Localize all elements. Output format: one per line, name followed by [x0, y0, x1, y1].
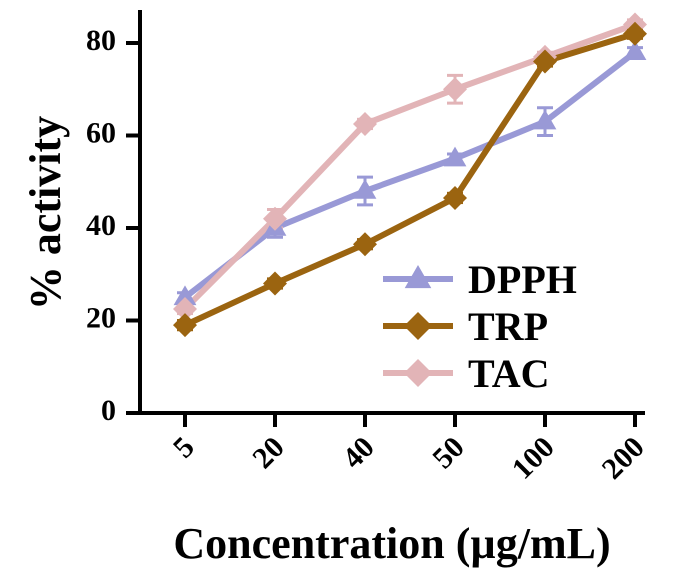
series-line-trp — [183, 30, 636, 328]
point-trp-20 — [263, 271, 287, 296]
series-line-dpph — [183, 49, 637, 300]
legend-label-trp: TRP — [468, 304, 548, 349]
x-ticks: 5 20 40 50 100 200 — [167, 413, 651, 486]
point-tac-20 — [263, 206, 287, 231]
y-ticks: 0 20 40 60 80 — [86, 24, 140, 427]
legend-marker-tac — [404, 359, 432, 387]
x-tick-label-200: 200 — [596, 430, 651, 485]
axes — [138, 10, 645, 415]
point-trp-5 — [173, 313, 197, 338]
point-tac-50 — [443, 77, 467, 102]
x-tick-label-100: 100 — [506, 430, 561, 485]
x-tick-label-20: 20 — [246, 430, 291, 475]
point-dpph-40 — [353, 179, 377, 199]
point-dpph-100 — [533, 109, 557, 130]
y-tick-label-20: 20 — [86, 301, 116, 334]
x-tick-label-50: 50 — [426, 430, 471, 475]
point-dpph-50 — [443, 146, 467, 167]
point-trp-40 — [353, 232, 377, 257]
y-axis-title: % activity — [21, 116, 70, 310]
x-axis-title: Concentration (µg/mL) — [173, 519, 610, 568]
point-dpph-200 — [623, 40, 647, 61]
legend-marker-dpph — [404, 265, 432, 289]
point-trp-100 — [533, 49, 557, 74]
y-tick-label-40: 40 — [86, 209, 116, 242]
point-trp-50 — [443, 185, 467, 210]
series-markers — [173, 12, 647, 338]
point-tac-5 — [173, 296, 197, 321]
y-tick-label-60: 60 — [86, 116, 116, 149]
legend-label-tac: TAC — [468, 351, 549, 396]
y-tick-label-80: 80 — [86, 24, 116, 57]
legend-marker-trp — [404, 312, 432, 340]
point-trp-200 — [623, 21, 647, 46]
legend-label-dpph: DPPH — [468, 257, 577, 302]
point-tac-40 — [353, 111, 377, 136]
series-line-tac — [182, 21, 637, 312]
y-tick-label-0: 0 — [101, 394, 116, 427]
x-tick-label-5: 5 — [167, 430, 201, 464]
x-tick-label-40: 40 — [336, 430, 381, 475]
point-dpph-5 — [173, 285, 197, 306]
series-lines — [182, 21, 637, 328]
